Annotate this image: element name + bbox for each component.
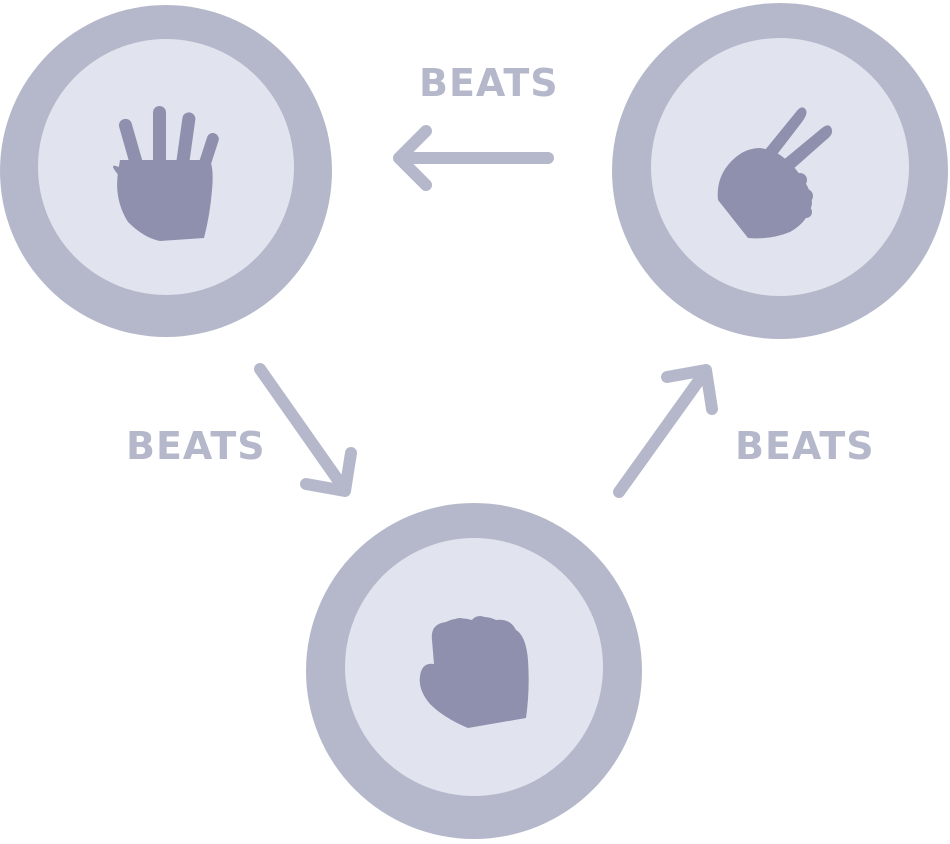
arrow-scissors-to-paper xyxy=(393,125,554,191)
arrow-paper-to-rock xyxy=(254,363,357,497)
scissors-node xyxy=(612,3,948,339)
closed-fist-rock-icon xyxy=(419,616,529,728)
paper-node xyxy=(0,5,332,337)
arrow-rock-to-scissors xyxy=(613,364,718,498)
rock-node xyxy=(306,503,642,839)
edge-label-paper-beats-rock: BEATS xyxy=(126,424,266,468)
two-finger-scissors-icon xyxy=(717,107,833,239)
edge-label-scissors-beats-paper: BEATS xyxy=(419,61,559,105)
edge-label-rock-beats-scissors: BEATS xyxy=(735,424,875,468)
open-hand-paper-icon xyxy=(113,106,219,241)
